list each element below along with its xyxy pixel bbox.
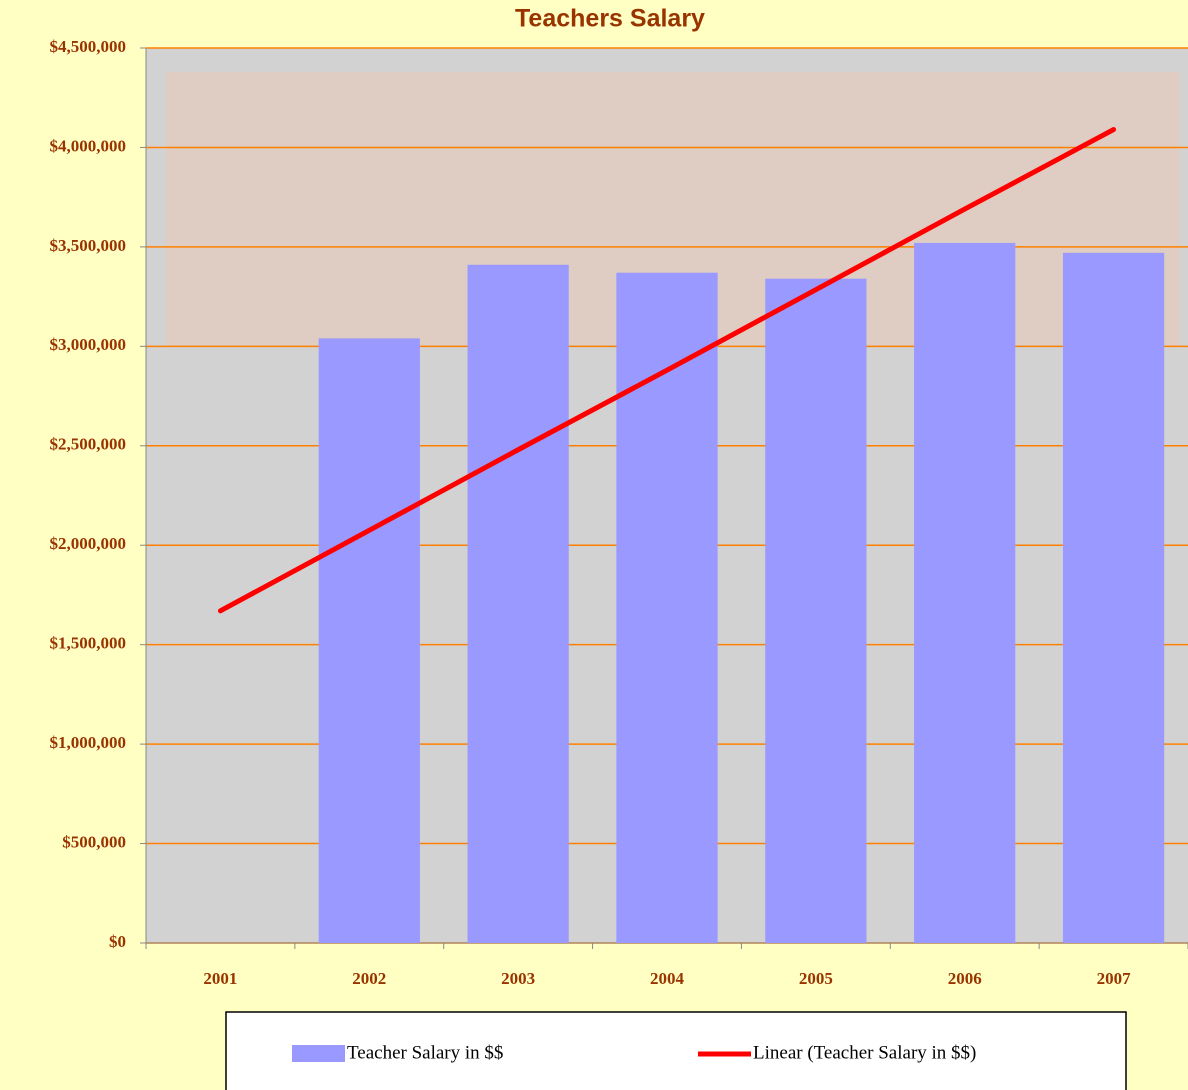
chart: Teachers Salary $0 $500,000 $1,000,000 $1,5… bbox=[0, 0, 1188, 1090]
legend-label: Teacher Salary in $$ bbox=[347, 1042, 503, 1063]
legend-swatch bbox=[292, 1045, 345, 1062]
bar bbox=[468, 265, 569, 943]
bar bbox=[319, 338, 420, 943]
y-tick-label: $1,500,000 bbox=[50, 634, 127, 653]
bar bbox=[1063, 253, 1164, 943]
y-tick-label: $2,500,000 bbox=[50, 435, 127, 454]
y-tick-label: $3,500,000 bbox=[50, 236, 127, 255]
chart-title: Teachers Salary bbox=[515, 5, 705, 33]
x-tick-label: 2005 bbox=[799, 969, 833, 988]
y-tick-label: $1,000,000 bbox=[50, 733, 127, 752]
y-tick-label: $4,000,000 bbox=[50, 136, 127, 155]
y-tick-label: $3,000,000 bbox=[50, 335, 127, 354]
y-tick-label: $500,000 bbox=[62, 832, 126, 851]
x-tick-label: 2006 bbox=[948, 969, 982, 988]
bar bbox=[616, 273, 717, 943]
y-tick-label: $2,000,000 bbox=[50, 534, 127, 553]
x-tick-label: 2001 bbox=[203, 969, 237, 988]
x-tick-label: 2003 bbox=[501, 969, 535, 988]
bar bbox=[765, 279, 866, 943]
x-tick-label: 2004 bbox=[650, 969, 685, 988]
x-tick-label: 2007 bbox=[1097, 969, 1132, 988]
bar bbox=[914, 243, 1015, 943]
y-tick-label: $4,500,000 bbox=[50, 37, 127, 56]
x-tick-label: 2002 bbox=[352, 969, 386, 988]
y-tick-label: $0 bbox=[109, 932, 126, 951]
legend-label: Linear (Teacher Salary in $$) bbox=[753, 1042, 976, 1063]
